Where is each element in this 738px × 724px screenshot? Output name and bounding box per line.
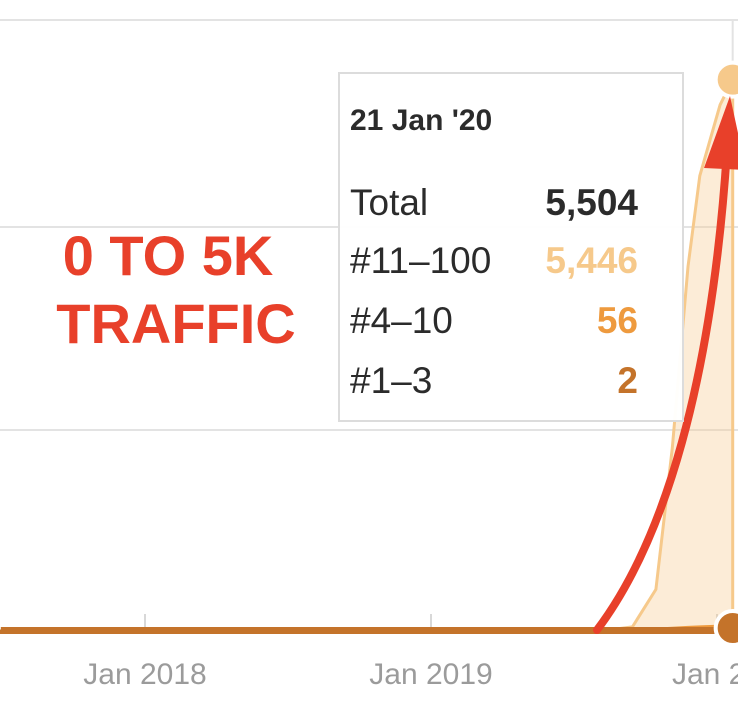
growth-arrow bbox=[593, 96, 738, 634]
x-tick-label: Jan 2018 bbox=[83, 658, 206, 691]
marker-11-100 bbox=[713, 60, 738, 99]
tooltip-value: 5,504 bbox=[545, 182, 638, 223]
tooltip-value: 2 bbox=[617, 360, 638, 401]
area-series bbox=[0, 629, 735, 634]
annotation-line-1: 0 TO 5K bbox=[63, 224, 274, 287]
annotation: 0 TO 5K TRAFFIC bbox=[56, 224, 296, 355]
x-axis-ticks: Jan 2018 Jan 2019 Jan 20 bbox=[83, 614, 738, 691]
tooltip-label: Total bbox=[350, 182, 429, 223]
tooltip-row: Total 5,504 bbox=[350, 182, 638, 226]
hover-markers bbox=[713, 60, 738, 647]
tooltip-value: 56 bbox=[596, 300, 638, 341]
tooltip-row: #11–100 5,446 bbox=[350, 240, 638, 284]
arrow-shaft bbox=[593, 146, 731, 634]
tooltip-row: #4–10 56 bbox=[350, 300, 638, 344]
tooltip-row: #1–3 2 bbox=[350, 360, 638, 404]
tooltip-label: #1–3 bbox=[350, 360, 433, 401]
x-tick-label: Jan 20 bbox=[672, 658, 738, 691]
annotation-line-2: TRAFFIC bbox=[56, 292, 296, 355]
arrow-head bbox=[704, 96, 738, 170]
tooltip-label: #11–100 bbox=[350, 240, 492, 281]
tooltip-date: 21 Jan '20 bbox=[350, 104, 493, 137]
tooltip-label: #4–10 bbox=[350, 300, 453, 341]
tooltip-value: 5,446 bbox=[545, 240, 638, 281]
x-tick-label: Jan 2019 bbox=[369, 658, 492, 691]
tooltip: 21 Jan '20 Total 5,504 #11–100 5,446 #4–… bbox=[338, 72, 684, 422]
marker-1-3 bbox=[713, 609, 738, 647]
